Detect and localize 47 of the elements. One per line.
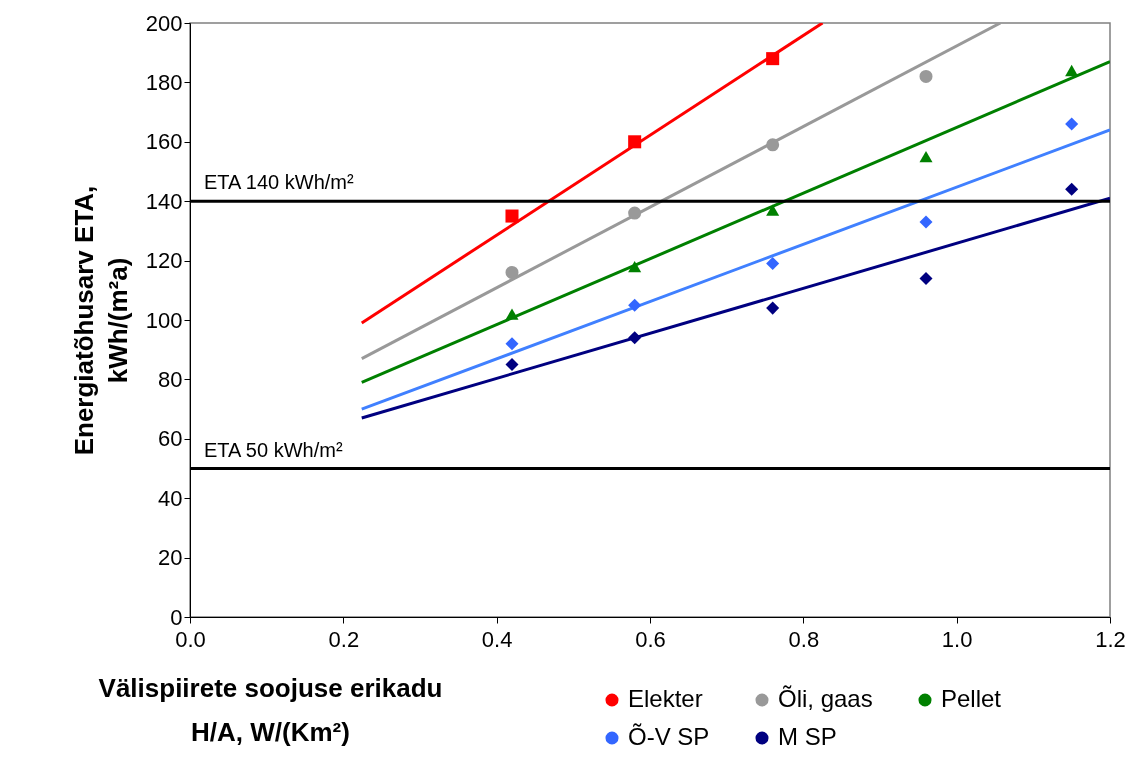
point bbox=[919, 151, 933, 163]
point bbox=[919, 215, 933, 229]
ref-line-label: ETA 140 kWh/m² bbox=[204, 171, 355, 194]
y-tick-label: 40 bbox=[158, 485, 183, 511]
point bbox=[505, 308, 519, 320]
legend-label: Pellet bbox=[941, 685, 1002, 712]
y-tick-label: 20 bbox=[158, 545, 183, 571]
point bbox=[766, 204, 780, 216]
y-tick-label: 160 bbox=[145, 129, 183, 155]
x-tick-label: 0.2 bbox=[328, 626, 360, 652]
point bbox=[628, 135, 642, 149]
point bbox=[766, 301, 780, 315]
y-tick-label: 100 bbox=[145, 307, 183, 333]
point bbox=[766, 52, 780, 66]
point bbox=[505, 209, 519, 223]
point bbox=[505, 337, 519, 351]
legend-label: Õli, gaas bbox=[778, 685, 873, 712]
point bbox=[919, 69, 933, 83]
x-tick-label: 1.2 bbox=[1095, 626, 1126, 652]
point bbox=[628, 331, 642, 345]
x-axis-title: Välispiirete soojuse erikadu H/A, W/(Km²) bbox=[98, 672, 443, 747]
point bbox=[919, 271, 933, 285]
x-tick-label: 1.0 bbox=[941, 626, 973, 652]
x-tick-label: 0.6 bbox=[635, 626, 666, 652]
point bbox=[505, 358, 519, 372]
legend-label: M SP bbox=[778, 723, 837, 750]
y-tick-label: 80 bbox=[158, 366, 183, 392]
legend-label: Elekter bbox=[628, 685, 703, 712]
point bbox=[628, 206, 642, 220]
y-tick-label: 140 bbox=[145, 188, 183, 214]
y-tick-label: 180 bbox=[145, 69, 183, 95]
y-tick-label: 60 bbox=[158, 426, 183, 452]
ref-line-label: ETA 50 kWh/m² bbox=[204, 438, 343, 461]
point bbox=[1065, 64, 1079, 77]
point bbox=[1065, 182, 1079, 196]
point bbox=[505, 265, 519, 279]
x-tick-label: 0.8 bbox=[788, 626, 820, 652]
point bbox=[766, 257, 780, 271]
y-tick-label: 120 bbox=[145, 248, 183, 274]
point bbox=[628, 260, 642, 273]
legend-label: Õ-V SP bbox=[628, 723, 710, 750]
point bbox=[766, 138, 780, 152]
point bbox=[1065, 117, 1079, 131]
y-axis-title: Energiatõhusarv ETA, kWh/(m²a) bbox=[68, 185, 133, 456]
y-tick-label: 200 bbox=[145, 10, 183, 36]
point bbox=[628, 298, 642, 312]
x-tick-label: 0.4 bbox=[481, 626, 513, 652]
